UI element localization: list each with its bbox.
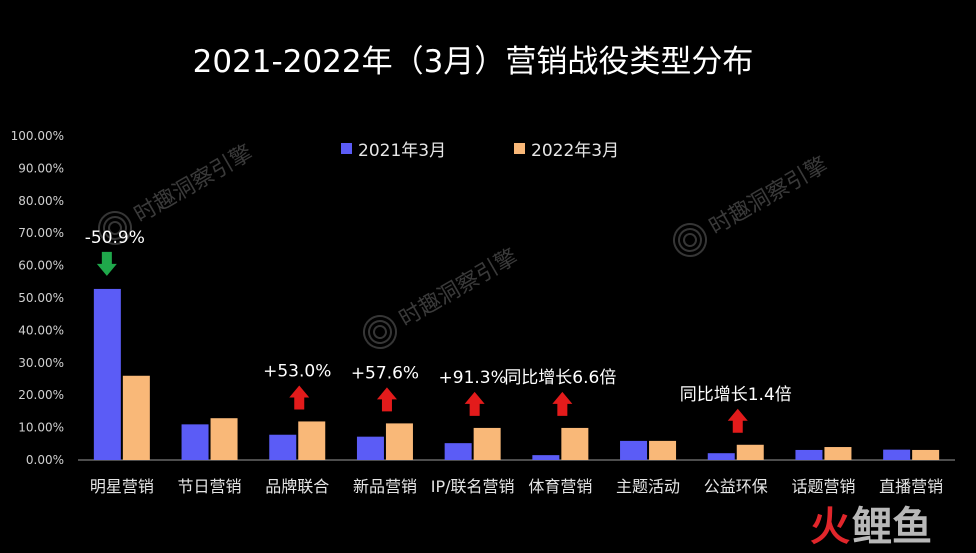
watermark-text: 时趣洞察引擎	[395, 244, 522, 332]
bar-2022	[824, 447, 852, 460]
legend-swatch-2021	[341, 143, 352, 154]
annotation: 同比增长1.4倍	[680, 385, 792, 433]
bar-2022	[736, 444, 764, 460]
bar-2021	[795, 449, 823, 460]
annotation: +91.3%	[439, 368, 507, 416]
y-tick-label: 100.00%	[11, 129, 64, 143]
x-tick-label: 直播营销	[879, 477, 943, 496]
y-tick-label: 30.00%	[18, 356, 64, 370]
bar-2021	[356, 436, 384, 460]
watermark: 时趣洞察引擎	[363, 244, 522, 349]
bar-2021	[532, 455, 560, 460]
watermark-text: 时趣洞察引擎	[130, 140, 257, 228]
y-tick-label: 80.00%	[18, 194, 64, 208]
bar-2022	[473, 427, 501, 460]
annotation: +57.6%	[351, 363, 419, 412]
logo-fire-glyph: 火	[810, 504, 850, 550]
bar-2022	[561, 427, 589, 460]
bars-group	[93, 288, 940, 460]
x-tick-label: 公益环保	[704, 477, 768, 496]
x-tick-label: 话题营销	[791, 477, 855, 496]
legend-label-2022: 2022年3月	[531, 141, 619, 161]
legend-label-2021: 2021年3月	[358, 141, 446, 161]
annotation: +53.0%	[263, 361, 331, 410]
arrow-up-icon	[552, 391, 573, 416]
bar-2022	[122, 375, 150, 460]
annotation-label: 同比增长6.6倍	[504, 368, 616, 388]
y-tick-label: 70.00%	[18, 226, 64, 240]
y-tick-label: 90.00%	[18, 161, 64, 175]
bar-2022	[210, 418, 238, 460]
x-tick-label: 节日营销	[178, 477, 242, 496]
watermark-logo-icon	[98, 211, 132, 245]
bar-2021	[93, 288, 121, 460]
legend: 2021年3月 2022年3月	[341, 141, 619, 161]
bar-2021	[883, 449, 911, 460]
x-tick-label: 体育营销	[528, 477, 592, 496]
bar-2021	[181, 424, 209, 460]
annotation: -50.9%	[85, 228, 145, 276]
bar-2022	[298, 421, 326, 460]
arrow-down-icon	[96, 251, 117, 276]
watermark-logo-icon	[363, 315, 397, 349]
y-tick-label: 50.00%	[18, 291, 64, 305]
watermark-logo-icon	[673, 223, 707, 257]
y-tick-label: 20.00%	[18, 388, 64, 402]
bar-2021	[444, 443, 472, 460]
annotation-label: +53.0%	[263, 361, 331, 381]
logo: 火 鲤鱼	[810, 504, 932, 550]
bar-2022	[912, 449, 940, 460]
logo-text: 鲤鱼	[852, 504, 932, 550]
y-tick-label: 60.00%	[18, 259, 64, 273]
x-tick-label: 明星营销	[90, 477, 154, 496]
annotation-label: 同比增长1.4倍	[680, 385, 792, 405]
y-tick-label: 0.00%	[26, 453, 64, 467]
annotation-label: -50.9%	[85, 228, 145, 248]
bar-2022	[649, 440, 677, 460]
bar-2021	[269, 434, 297, 460]
arrow-up-icon	[727, 408, 748, 433]
x-tick-label: 品牌联合	[265, 477, 329, 496]
y-axis: 0.00% 10.00% 20.00% 30.00% 40.00% 50.00% 60.00…	[11, 129, 64, 467]
annotation-label: +57.6%	[351, 363, 419, 383]
x-tick-label: IP/联名营销	[431, 477, 515, 496]
y-tick-label: 10.00%	[18, 421, 64, 435]
watermark: 时趣洞察引擎	[673, 152, 832, 257]
arrow-up-icon	[376, 387, 397, 412]
legend-swatch-2022	[514, 143, 525, 154]
bar-2021	[620, 440, 648, 460]
annotation-label: +91.3%	[439, 368, 507, 388]
chart-title: 2021-2022年（3月）营销战役类型分布	[193, 44, 754, 80]
y-tick-label: 40.00%	[18, 323, 64, 337]
x-tick-label: 主题活动	[616, 477, 680, 496]
annotation: 同比增长6.6倍	[504, 368, 616, 416]
bar-2022	[385, 423, 413, 460]
x-tick-label: 新品营销	[353, 477, 417, 496]
bar-2021	[707, 453, 735, 460]
arrow-up-icon	[464, 391, 485, 416]
watermark-text: 时趣洞察引擎	[705, 152, 832, 240]
x-axis: 明星营销 节日营销 品牌联合 新品营销 IP/联名营销 体育营销 主题活动 公益环保 话题营销 直…	[90, 477, 943, 496]
arrow-up-icon	[289, 385, 310, 410]
